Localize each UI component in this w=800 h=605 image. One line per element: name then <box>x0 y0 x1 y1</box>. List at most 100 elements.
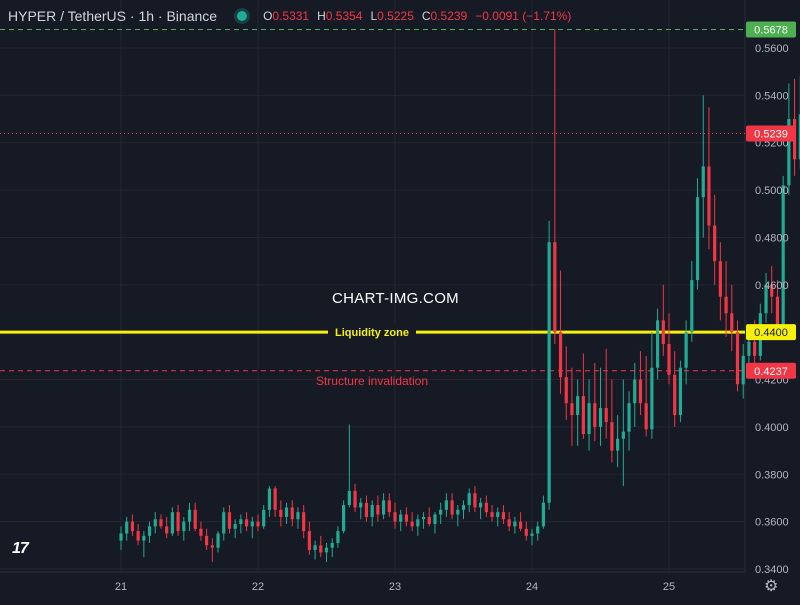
x-tick-label: 22 <box>252 581 264 593</box>
y-tick-label: 0.3400 <box>755 564 789 576</box>
candle-body <box>661 320 665 345</box>
candle-body <box>724 296 728 314</box>
candle-body <box>342 505 346 532</box>
candle-body <box>701 166 705 198</box>
candle-body <box>730 313 734 333</box>
candle-body <box>650 367 654 430</box>
candle-body <box>416 519 420 527</box>
tradingview-logo-icon[interactable]: 17 <box>12 540 29 557</box>
candle-body <box>553 242 557 333</box>
candle-body <box>604 407 608 423</box>
y-tick-label: 0.5600 <box>755 43 789 55</box>
time-axis[interactable]: 21 22 23 24 25 <box>115 581 675 593</box>
candle-body <box>399 514 403 522</box>
chart-header: HYPER / TetherUS · 1h · Binance O0.5331 … <box>8 6 571 26</box>
candle-body <box>593 403 597 427</box>
y-tick-label: 0.5000 <box>755 185 789 197</box>
y-tick-label: 0.4800 <box>755 232 789 244</box>
candle-body <box>450 500 454 515</box>
candle-body <box>296 512 300 520</box>
candle-body <box>410 521 414 527</box>
candle-body <box>216 533 220 548</box>
candle-body <box>707 166 711 226</box>
invalidation-price-label: 0.4237 <box>754 366 788 378</box>
candle-body <box>439 509 443 515</box>
liquidity-price-badge <box>746 324 796 341</box>
candle-body <box>616 438 620 451</box>
open-label: O <box>263 9 273 23</box>
y-tick-label: 0.5400 <box>755 90 789 102</box>
candle-body <box>256 521 260 527</box>
candle-body <box>433 514 437 525</box>
candle-body <box>290 507 294 520</box>
y-tick-label: 0.4600 <box>755 280 789 292</box>
market-status-icon[interactable] <box>237 11 248 21</box>
candle-body <box>404 514 409 522</box>
candle-body <box>684 332 688 368</box>
y-tick-label: 0.3800 <box>755 469 789 481</box>
candle-body <box>222 512 226 534</box>
candle-body <box>781 185 785 328</box>
candle-body <box>364 502 369 517</box>
candle-body <box>461 505 466 510</box>
candle-body <box>176 512 180 532</box>
liquidity-price-label: 0.4400 <box>754 327 788 339</box>
candle-body <box>576 396 580 416</box>
structure-invalidation-label: Structure invalidation <box>316 374 428 388</box>
candle-body <box>381 500 386 515</box>
candle-body <box>753 341 757 356</box>
candle-body <box>735 332 740 385</box>
candle-body <box>210 545 214 548</box>
candle-body <box>587 403 591 435</box>
candle-body <box>655 320 660 368</box>
candle-body <box>142 535 146 541</box>
candle-body <box>313 545 317 551</box>
candle-body <box>193 509 197 529</box>
candle-body <box>610 422 614 451</box>
candle-body <box>324 547 329 553</box>
candle-body <box>262 509 266 527</box>
price-badges: 0.5678 0.5239 0.4400 0.4237 <box>746 21 796 379</box>
candle-body <box>199 528 203 536</box>
candle-body <box>421 516 426 520</box>
candle-body <box>284 507 289 517</box>
y-tick-label: 0.3600 <box>755 517 789 529</box>
candle-body <box>273 488 277 510</box>
candle-body <box>713 225 717 262</box>
last-price-price-badge <box>746 125 796 142</box>
high-label: H <box>317 9 326 23</box>
candle-body <box>182 521 186 532</box>
symbol-title[interactable]: HYPER / TetherUS · 1h · Binance <box>8 8 218 24</box>
candle-body <box>570 403 574 416</box>
candle-body <box>165 526 169 534</box>
candle-body <box>513 521 517 527</box>
x-tick-label: 21 <box>115 581 127 593</box>
candle-body <box>159 519 163 527</box>
candle-body <box>558 332 563 378</box>
candle-body <box>153 519 157 527</box>
candle-body <box>347 490 351 506</box>
candle-body <box>336 531 340 543</box>
candle-body <box>644 403 648 430</box>
candle-body <box>353 490 357 508</box>
candle-body <box>524 528 528 536</box>
close-label: C <box>421 9 431 23</box>
candle-body <box>718 261 722 297</box>
invalidation-price-badge <box>746 362 796 379</box>
price-levels: Liquidity zone Structure invalidation <box>0 29 745 388</box>
settings-gear-icon[interactable]: ⚙ <box>764 578 779 595</box>
open-value: 0.5331 <box>272 9 310 23</box>
x-tick-label: 25 <box>663 581 675 593</box>
candle-body <box>307 531 311 551</box>
candle-body <box>507 519 511 527</box>
low-value: 0.5225 <box>377 9 414 23</box>
close-value: 0.5239 <box>430 9 468 23</box>
candle-body <box>747 341 751 356</box>
candle-body <box>393 512 397 522</box>
candle-body <box>490 512 494 517</box>
candle-body <box>496 512 500 517</box>
candle-body <box>501 512 506 520</box>
